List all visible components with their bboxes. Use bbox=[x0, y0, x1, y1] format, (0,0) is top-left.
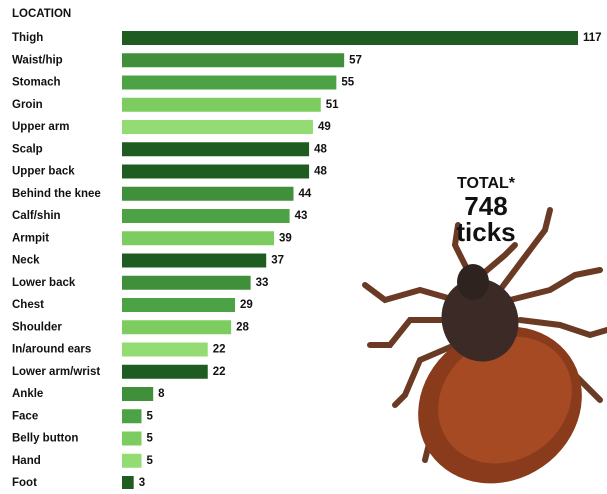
bar bbox=[122, 431, 142, 446]
bar bbox=[122, 164, 310, 179]
bar bbox=[122, 342, 208, 357]
bar bbox=[122, 320, 232, 335]
bar bbox=[122, 298, 236, 312]
axis-title: LOCATION bbox=[12, 8, 71, 20]
tick-illustration bbox=[362, 207, 607, 484]
bar bbox=[122, 97, 321, 112]
value-label: 37 bbox=[271, 255, 284, 267]
category-label: Thigh bbox=[12, 32, 43, 44]
value-label: 22 bbox=[213, 344, 226, 356]
value-label: 22 bbox=[213, 366, 226, 378]
value-label: 57 bbox=[349, 54, 362, 66]
bar bbox=[122, 186, 294, 201]
category-label: In/around ears bbox=[12, 344, 91, 356]
value-label: 55 bbox=[341, 77, 354, 89]
category-label: Behind the knee bbox=[12, 188, 101, 200]
value-label: 28 bbox=[236, 321, 249, 333]
category-label: Calf/shin bbox=[12, 210, 61, 222]
total-value: 748 bbox=[464, 191, 507, 221]
value-label: 29 bbox=[240, 299, 253, 311]
bar bbox=[122, 120, 313, 134]
bar bbox=[122, 275, 251, 290]
category-label: Lower back bbox=[12, 277, 76, 289]
category-label: Armpit bbox=[12, 232, 49, 244]
category-label: Scalp bbox=[12, 143, 43, 155]
bar bbox=[122, 387, 154, 401]
value-label: 48 bbox=[314, 166, 327, 178]
bar bbox=[122, 142, 310, 157]
category-label: Waist/hip bbox=[12, 54, 63, 66]
bar bbox=[122, 476, 134, 490]
category-label: Groin bbox=[12, 99, 43, 111]
value-label: 5 bbox=[146, 433, 153, 445]
value-label: 43 bbox=[295, 210, 308, 222]
category-label: Upper arm bbox=[12, 121, 70, 133]
value-label: 5 bbox=[146, 410, 153, 422]
bar bbox=[122, 31, 578, 45]
value-label: 5 bbox=[146, 455, 153, 467]
bar bbox=[122, 253, 267, 268]
value-label: 39 bbox=[279, 232, 292, 244]
category-label: Upper back bbox=[12, 166, 75, 178]
total-label: TOTAL* bbox=[457, 175, 516, 192]
bar bbox=[122, 409, 142, 424]
value-label: 117 bbox=[583, 32, 602, 44]
category-label: Shoulder bbox=[12, 321, 62, 333]
category-label: Belly button bbox=[12, 433, 78, 445]
value-label: 48 bbox=[314, 143, 327, 155]
category-label: Face bbox=[12, 410, 38, 422]
category-label: Lower arm/wrist bbox=[12, 366, 100, 378]
bar bbox=[122, 453, 142, 468]
category-label: Ankle bbox=[12, 388, 43, 400]
value-label: 3 bbox=[139, 477, 145, 489]
category-label: Neck bbox=[12, 255, 40, 267]
category-label: Chest bbox=[12, 299, 44, 311]
total-unit: ticks bbox=[456, 217, 515, 247]
bar bbox=[122, 364, 208, 379]
value-label: 49 bbox=[318, 121, 331, 133]
bar bbox=[122, 209, 290, 223]
bar bbox=[122, 53, 345, 68]
value-label: 33 bbox=[256, 277, 269, 289]
value-label: 44 bbox=[298, 188, 311, 200]
category-label: Stomach bbox=[12, 77, 61, 89]
category-label: Foot bbox=[12, 477, 37, 489]
value-label: 51 bbox=[326, 99, 339, 111]
value-label: 8 bbox=[158, 388, 165, 400]
bar bbox=[122, 231, 274, 246]
bar bbox=[122, 75, 337, 90]
category-label: Hand bbox=[12, 455, 41, 467]
